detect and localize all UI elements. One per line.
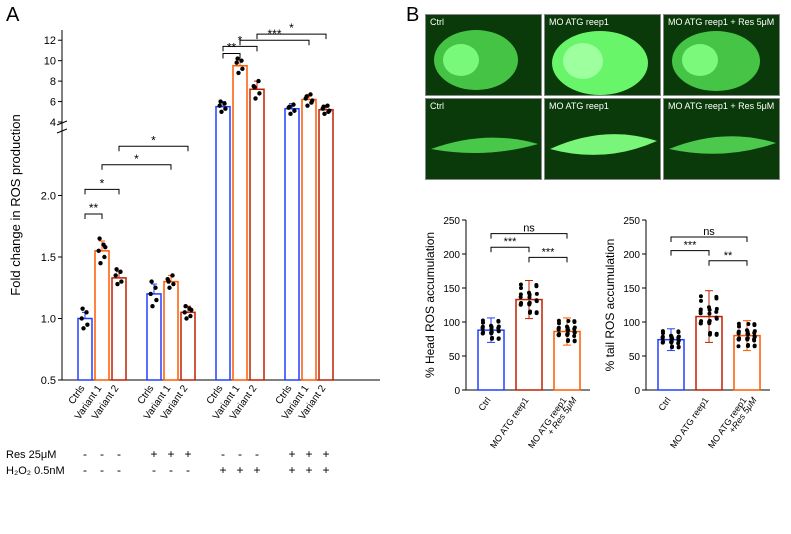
svg-text:200: 200 bbox=[623, 250, 640, 261]
svg-text:-: - bbox=[117, 447, 121, 461]
svg-text:***: *** bbox=[504, 236, 518, 248]
svg-text:H₂O₂ 0.5nM: H₂O₂ 0.5nM bbox=[6, 465, 65, 477]
svg-text:+: + bbox=[305, 447, 312, 461]
svg-text:Ctrl: Ctrl bbox=[656, 395, 672, 412]
svg-text:MO ATG reep1: MO ATG reep1 bbox=[668, 395, 711, 450]
svg-text:8: 8 bbox=[50, 76, 56, 88]
svg-text:1.5: 1.5 bbox=[41, 252, 56, 264]
svg-text:*: * bbox=[151, 133, 156, 147]
svg-text:% Head ROS accumulation: % Head ROS accumulation bbox=[423, 232, 437, 378]
svg-text:0.5: 0.5 bbox=[41, 375, 56, 387]
svg-text:***: *** bbox=[542, 246, 556, 258]
svg-text:Fold change in ROS production: Fold change in ROS production bbox=[8, 114, 23, 295]
svg-text:**: ** bbox=[89, 201, 99, 215]
svg-text:200: 200 bbox=[443, 250, 460, 261]
svg-text:ns: ns bbox=[703, 226, 715, 238]
svg-text:-: - bbox=[83, 447, 87, 461]
svg-text:0: 0 bbox=[634, 386, 640, 397]
svg-text:+: + bbox=[236, 463, 243, 477]
svg-text:4: 4 bbox=[50, 117, 56, 129]
svg-text:*: * bbox=[100, 176, 105, 190]
fluoro-img: Ctrl bbox=[425, 98, 542, 180]
fluoro-img: MO ATG reep1 + Res 5μM bbox=[663, 14, 780, 96]
svg-text:+: + bbox=[253, 463, 260, 477]
svg-text:Ctrl: Ctrl bbox=[476, 395, 492, 412]
svg-text:-: - bbox=[186, 463, 190, 477]
svg-text:-: - bbox=[100, 447, 104, 461]
svg-text:100: 100 bbox=[623, 318, 640, 329]
svg-text:+: + bbox=[288, 447, 295, 461]
svg-text:50: 50 bbox=[449, 352, 461, 363]
fluoro-img: MO ATG reep1 + Res 5μM bbox=[663, 98, 780, 180]
fluoro-label: MO ATG reep1 bbox=[549, 101, 609, 111]
svg-text:+: + bbox=[288, 463, 295, 477]
fluoro-img: MO ATG reep1 bbox=[544, 98, 661, 180]
fluoro-grid: Ctrl MO ATG reep1 MO ATG reep1 + Res 5μM… bbox=[425, 14, 780, 182]
chart-b1: 0 50 100 150 200 250 % Head ROS accumulation Ct… bbox=[420, 200, 610, 530]
svg-text:-: - bbox=[152, 463, 156, 477]
fluoro-label: Ctrl bbox=[430, 101, 444, 111]
svg-text:+: + bbox=[184, 447, 191, 461]
svg-text:-: - bbox=[100, 463, 104, 477]
svg-text:2.0: 2.0 bbox=[41, 191, 56, 203]
svg-text:150: 150 bbox=[623, 284, 640, 295]
svg-text:+: + bbox=[322, 447, 329, 461]
svg-text:+: + bbox=[305, 463, 312, 477]
fluoro-label: MO ATG reep1 + Res 5μM bbox=[668, 101, 774, 111]
svg-text:0: 0 bbox=[454, 386, 460, 397]
svg-text:-: - bbox=[83, 463, 87, 477]
svg-text:**: ** bbox=[227, 41, 237, 55]
svg-text:-: - bbox=[221, 447, 225, 461]
svg-text:-: - bbox=[255, 447, 259, 461]
svg-text:% tail ROS accumulation: % tail ROS accumulation bbox=[603, 239, 617, 372]
svg-text:150: 150 bbox=[443, 284, 460, 295]
svg-text:+: + bbox=[150, 447, 157, 461]
svg-text:12: 12 bbox=[44, 35, 56, 47]
svg-text:MO ATG reep1: MO ATG reep1 bbox=[488, 395, 531, 450]
svg-text:***: *** bbox=[684, 240, 698, 252]
fluoro-label: Ctrl bbox=[430, 17, 444, 27]
fluoro-label: MO ATG reep1 bbox=[549, 17, 609, 27]
chart-a: 0.5 1.0 1.5 2.0 4 6 8 10 12 Fold change in ROS pr… bbox=[0, 0, 395, 520]
svg-text:ns: ns bbox=[523, 223, 535, 235]
svg-text:-: - bbox=[238, 447, 242, 461]
svg-text:+: + bbox=[167, 447, 174, 461]
svg-text:-: - bbox=[169, 463, 173, 477]
svg-text:10: 10 bbox=[44, 56, 56, 68]
svg-text:1.0: 1.0 bbox=[41, 314, 56, 326]
svg-text:250: 250 bbox=[443, 216, 460, 227]
svg-text:100: 100 bbox=[443, 318, 460, 329]
svg-text:+: + bbox=[219, 463, 226, 477]
svg-text:6: 6 bbox=[50, 97, 56, 109]
panel-b-label: B bbox=[406, 4, 419, 27]
fluoro-img: Ctrl bbox=[425, 14, 542, 96]
svg-text:+: + bbox=[322, 463, 329, 477]
svg-text:**: ** bbox=[724, 250, 733, 262]
fluoro-img: MO ATG reep1 bbox=[544, 14, 661, 96]
svg-text:50: 50 bbox=[629, 352, 641, 363]
svg-text:*: * bbox=[289, 21, 294, 35]
chart-b2: 0 50 100 150 200 250 % tail ROS accumulation Ct… bbox=[600, 200, 790, 530]
svg-text:-: - bbox=[117, 463, 121, 477]
svg-text:Res 25μM: Res 25μM bbox=[6, 449, 56, 461]
svg-text:250: 250 bbox=[623, 216, 640, 227]
fluoro-label: MO ATG reep1 + Res 5μM bbox=[668, 17, 774, 27]
svg-text:*: * bbox=[134, 152, 139, 166]
